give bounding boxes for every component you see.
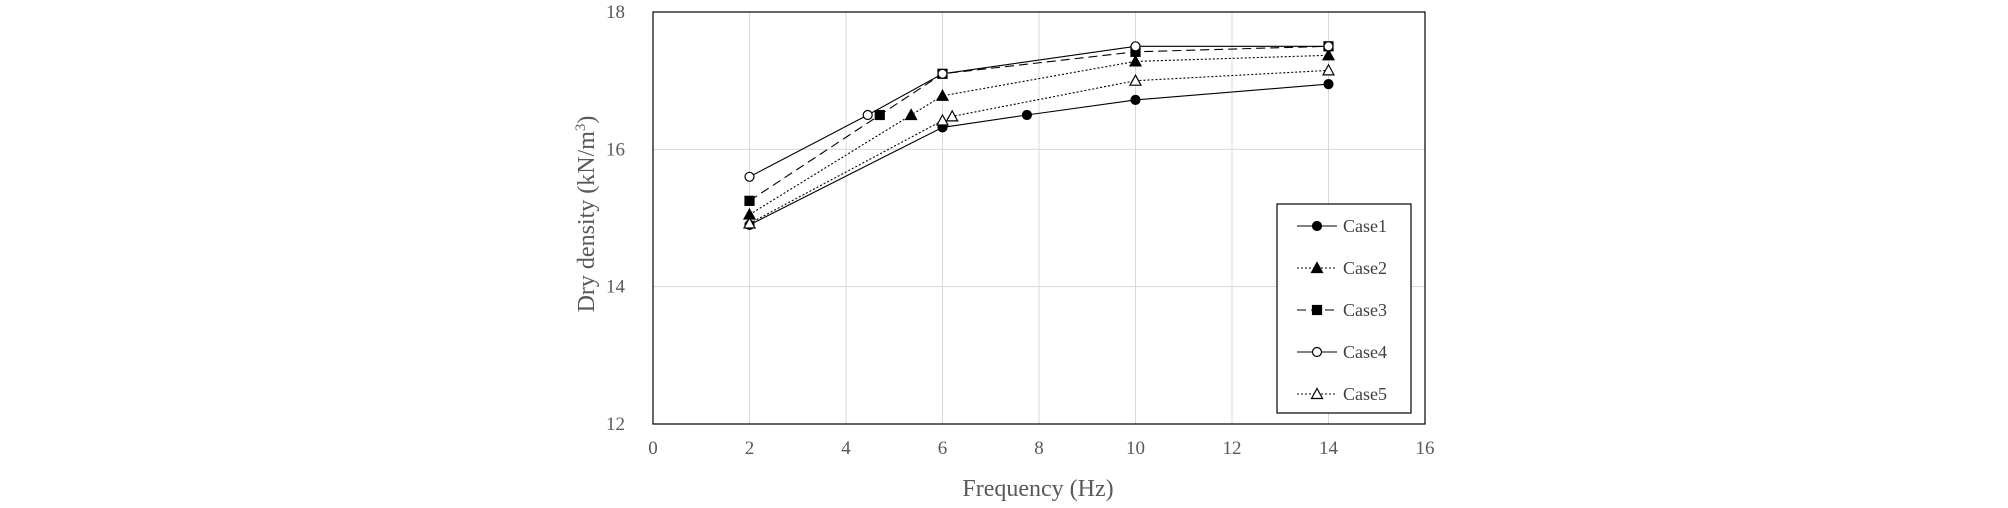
legend-label-case4: Case4 [1343,342,1387,362]
data-point-case5 [935,113,950,126]
y-axis-title: Dry density (kN/m3) [573,116,600,313]
legend-marker-case1 [1311,220,1323,232]
x-tick-label: 16 [1416,438,1435,459]
legend-box [1276,203,1412,414]
data-point-case4 [937,68,948,79]
x-tick-label: 0 [648,438,658,459]
y-axis-title-main: Dry density (kN/m [574,131,600,313]
x-tick-label: 4 [841,438,851,459]
legend-label-case5: Case5 [1343,384,1387,404]
data-point-case4 [744,171,755,182]
y-tick-label: 12 [606,414,625,435]
axis-ticks: 0 2 4 6 8 10 12 14 16 12 14 16 18 [606,2,1435,459]
data-point-case1 [1130,94,1141,105]
x-tick-label: 2 [745,438,755,459]
plot-area [652,11,1426,425]
data-point-case4 [862,109,873,121]
data-point-case5 [1128,73,1143,86]
data-point-case2 [935,89,950,101]
legend-label-case3: Case3 [1343,300,1387,320]
data-point-case3 [874,109,885,121]
data-point-case4 [1130,41,1141,52]
legend: Case1 Case2 Case3 Case4 Case5 [1276,203,1412,414]
y-axis-title-close: ) [574,116,600,124]
y-axis-title-superscript: 3 [573,124,589,132]
x-tick-label: 14 [1319,438,1339,459]
x-tick-label: 8 [1034,438,1044,459]
data-point-case2 [1128,54,1143,67]
data-point-case5 [1321,63,1336,76]
y-tick-label: 16 [606,139,625,160]
legend-label-case2: Case2 [1343,258,1387,278]
data-point-case4 [1323,41,1334,52]
y-tick-label: 14 [606,277,626,298]
legend-marker-case2 [1310,261,1324,274]
legend-marker-case5 [1310,387,1324,400]
x-axis-title: Frequency (Hz) [962,476,1113,502]
data-point-case1 [1021,109,1033,121]
x-tick-label: 10 [1126,438,1145,459]
y-tick-label: 18 [606,2,625,23]
legend-label-case1: Case1 [1343,216,1387,236]
data-point-case3 [744,195,755,206]
legend-marker-case4 [1311,346,1323,358]
data-point-case2 [904,108,918,121]
data-point-case5 [945,109,959,122]
data-point-case1 [1323,78,1334,90]
data-markers [742,41,1336,230]
data-point-case2 [1321,48,1336,61]
legend-marker-case3 [1311,304,1323,316]
x-tick-label: 6 [938,438,948,459]
x-tick-label: 12 [1223,438,1242,459]
data-point-case5 [742,216,757,229]
